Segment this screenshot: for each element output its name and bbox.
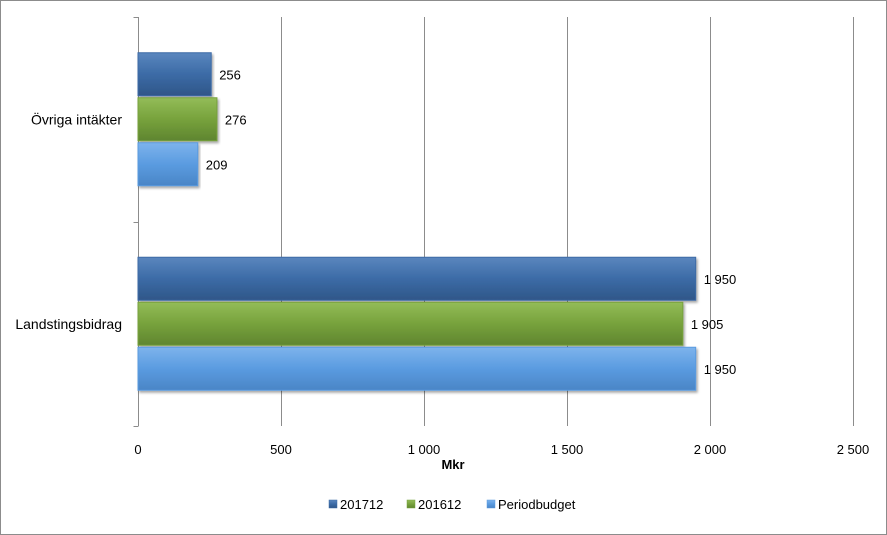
x-tick-label: 2 500 [837,442,870,457]
data-label: 1 950 [704,362,737,377]
data-label: 1 950 [704,272,737,287]
bars [137,52,697,391]
category-label: Övriga intäkter [31,110,122,127]
x-tick-label: 2 000 [694,442,727,457]
legend-swatch [328,499,338,509]
legend: 201712 201612 Periodbudget [328,497,576,512]
bar-201612 [137,301,684,346]
legend-label: 201712 [340,497,383,512]
bar-201612 [137,97,218,142]
category-label: Landstingsbidrag [15,316,122,332]
data-label: 209 [206,157,228,172]
data-label: 256 [219,67,241,82]
legend-label: 201612 [418,497,461,512]
bar-201712 [137,256,697,301]
bar-periodbudget [137,346,697,391]
legend-swatch [486,499,496,509]
legend-swatch [406,499,416,509]
x-tick-label: 500 [270,442,292,457]
data-label: 276 [225,112,247,127]
bar-201712 [137,52,212,97]
legend-label: Periodbudget [498,497,576,512]
x-axis-title: Mkr [441,457,464,472]
x-tick-label: 1 500 [551,442,584,457]
labels: 0 500 1 000 1 500 2 000 2 500 Övriga intäkter 2… [15,67,869,457]
data-label: 1 905 [691,317,724,332]
bar-periodbudget [137,142,199,187]
x-tick-label: 0 [134,442,141,457]
x-tick-label: 1 000 [408,442,441,457]
